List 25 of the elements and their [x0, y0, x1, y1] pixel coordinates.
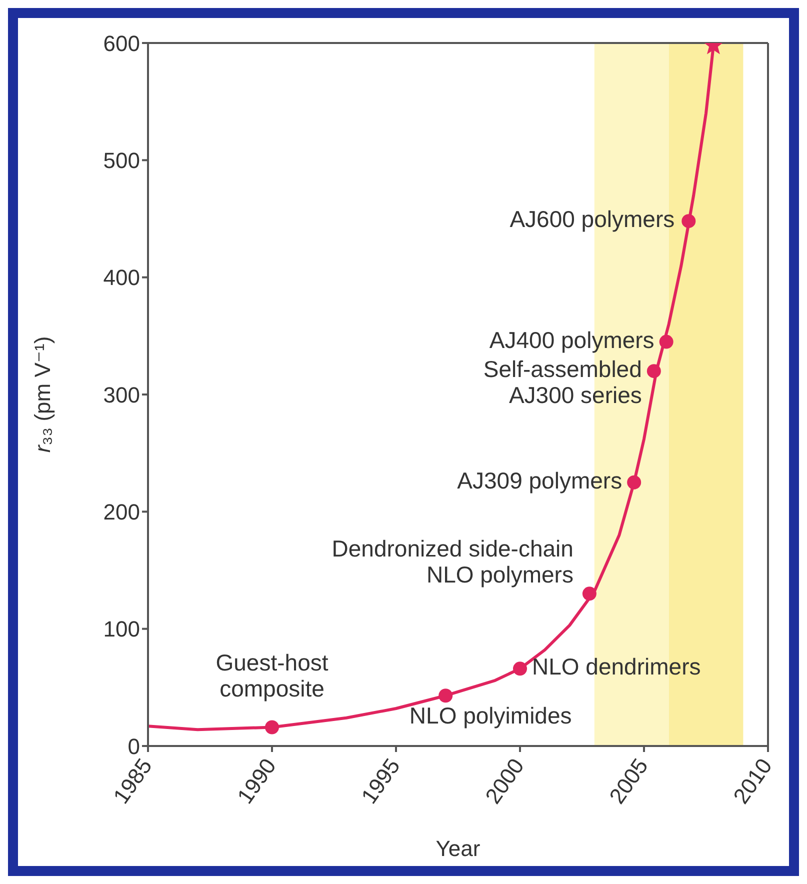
point: [659, 334, 674, 349]
point: [582, 586, 596, 601]
annotation: AJ309 polymers: [457, 467, 622, 494]
x-axis-title: Year: [436, 836, 480, 861]
point: [627, 475, 642, 490]
annotation: NLO polyimides: [409, 702, 572, 729]
point: [646, 364, 661, 378]
y-tick-label: 400: [103, 265, 140, 290]
annotation: AJ400 polymers: [489, 326, 654, 353]
point: [438, 688, 453, 703]
annotation: AJ600 polymers: [510, 206, 675, 232]
y-tick-label: 600: [103, 30, 140, 56]
annotation: Self-assembled AJ300 series: [483, 356, 642, 408]
y-tick-label: 500: [103, 148, 140, 173]
y-axis-title: r₃₃ (pm V⁻¹): [30, 336, 55, 453]
annotation: Dendronized side-chain NLO polymers: [332, 536, 574, 588]
point: [265, 720, 279, 734]
y-tick-label: 200: [103, 499, 140, 524]
point: [513, 662, 527, 676]
y-tick-label: 0: [128, 734, 140, 759]
y-tick-label: 100: [103, 616, 140, 642]
annotation: Guest-host composite: [216, 649, 329, 702]
annotation: NLO dendrimers: [532, 654, 701, 680]
y-tick-label: 300: [103, 382, 140, 408]
point: [682, 214, 696, 228]
